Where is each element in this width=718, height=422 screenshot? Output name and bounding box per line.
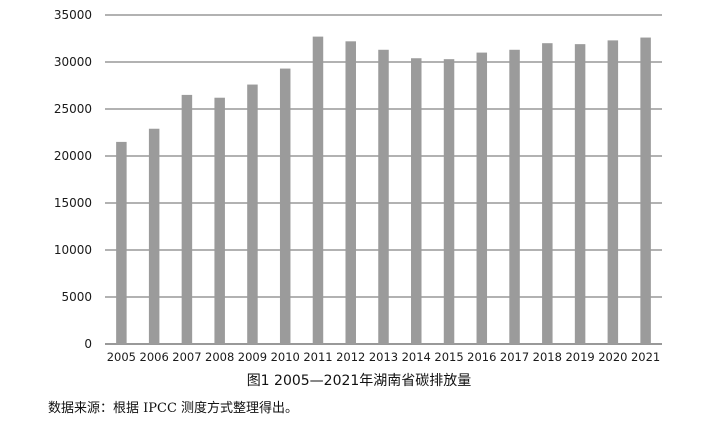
bar-2005 <box>116 141 127 344</box>
y-tick-label: 0 <box>84 337 92 351</box>
bar-2013 <box>378 49 389 344</box>
x-tick-label: 2018 <box>533 350 562 364</box>
bar-2014 <box>411 58 422 345</box>
x-tick-label: 2009 <box>238 350 267 364</box>
bar-2007 <box>181 94 193 345</box>
x-tick-label: 2014 <box>402 350 431 364</box>
bar-2012 <box>345 41 356 344</box>
x-tick-label: 2005 <box>107 350 136 364</box>
x-tick-label: 2006 <box>140 350 169 364</box>
x-tick-label: 2007 <box>172 350 201 364</box>
x-tick-label: 2017 <box>500 350 529 364</box>
y-axis-tick-labels: 0 5000 10000 15000 20000 25000 30000 35000 <box>54 8 92 351</box>
bar-2006 <box>148 128 160 344</box>
x-tick-label: 2015 <box>434 350 463 364</box>
x-tick-label: 2021 <box>631 350 660 364</box>
x-axis-tick-labels: 2005 2006 2007 2008 2009 2010 2011 2012 2013 2014… <box>107 350 661 364</box>
x-tick-label: 2012 <box>336 350 365 364</box>
y-tick-label: 20000 <box>54 149 92 163</box>
bar-2016 <box>476 52 488 344</box>
bar-2018 <box>542 43 553 344</box>
y-tick-label: 15000 <box>54 196 92 210</box>
bars <box>116 36 651 345</box>
bar-2021 <box>640 37 651 345</box>
y-tick-label: 10000 <box>54 243 92 257</box>
bar-2011 <box>312 36 324 345</box>
bar-2009 <box>247 84 258 344</box>
x-tick-label: 2013 <box>369 350 398 364</box>
bar-2010 <box>279 68 291 344</box>
x-tick-label: 2010 <box>271 350 300 364</box>
bar-2020 <box>607 40 619 344</box>
bar-2015 <box>443 59 455 345</box>
x-tick-label: 2019 <box>565 350 594 364</box>
y-tick-label: 35000 <box>54 8 92 22</box>
bar-2019 <box>574 44 586 344</box>
chart-caption: 图1 2005—2021年湖南省碳排放量 <box>246 373 472 389</box>
y-tick-label: 5000 <box>61 290 92 304</box>
x-tick-label: 2016 <box>467 350 496 364</box>
bar-2017 <box>509 49 520 344</box>
x-tick-label: 2011 <box>303 350 332 364</box>
x-tick-label: 2020 <box>598 350 627 364</box>
x-tick-label: 2008 <box>205 350 234 364</box>
data-source-note: 数据来源：根据 IPCC 测度方式整理得出。 <box>48 401 299 416</box>
y-tick-label: 25000 <box>54 102 92 116</box>
bar-2008 <box>214 97 225 344</box>
y-tick-label: 30000 <box>54 55 92 69</box>
